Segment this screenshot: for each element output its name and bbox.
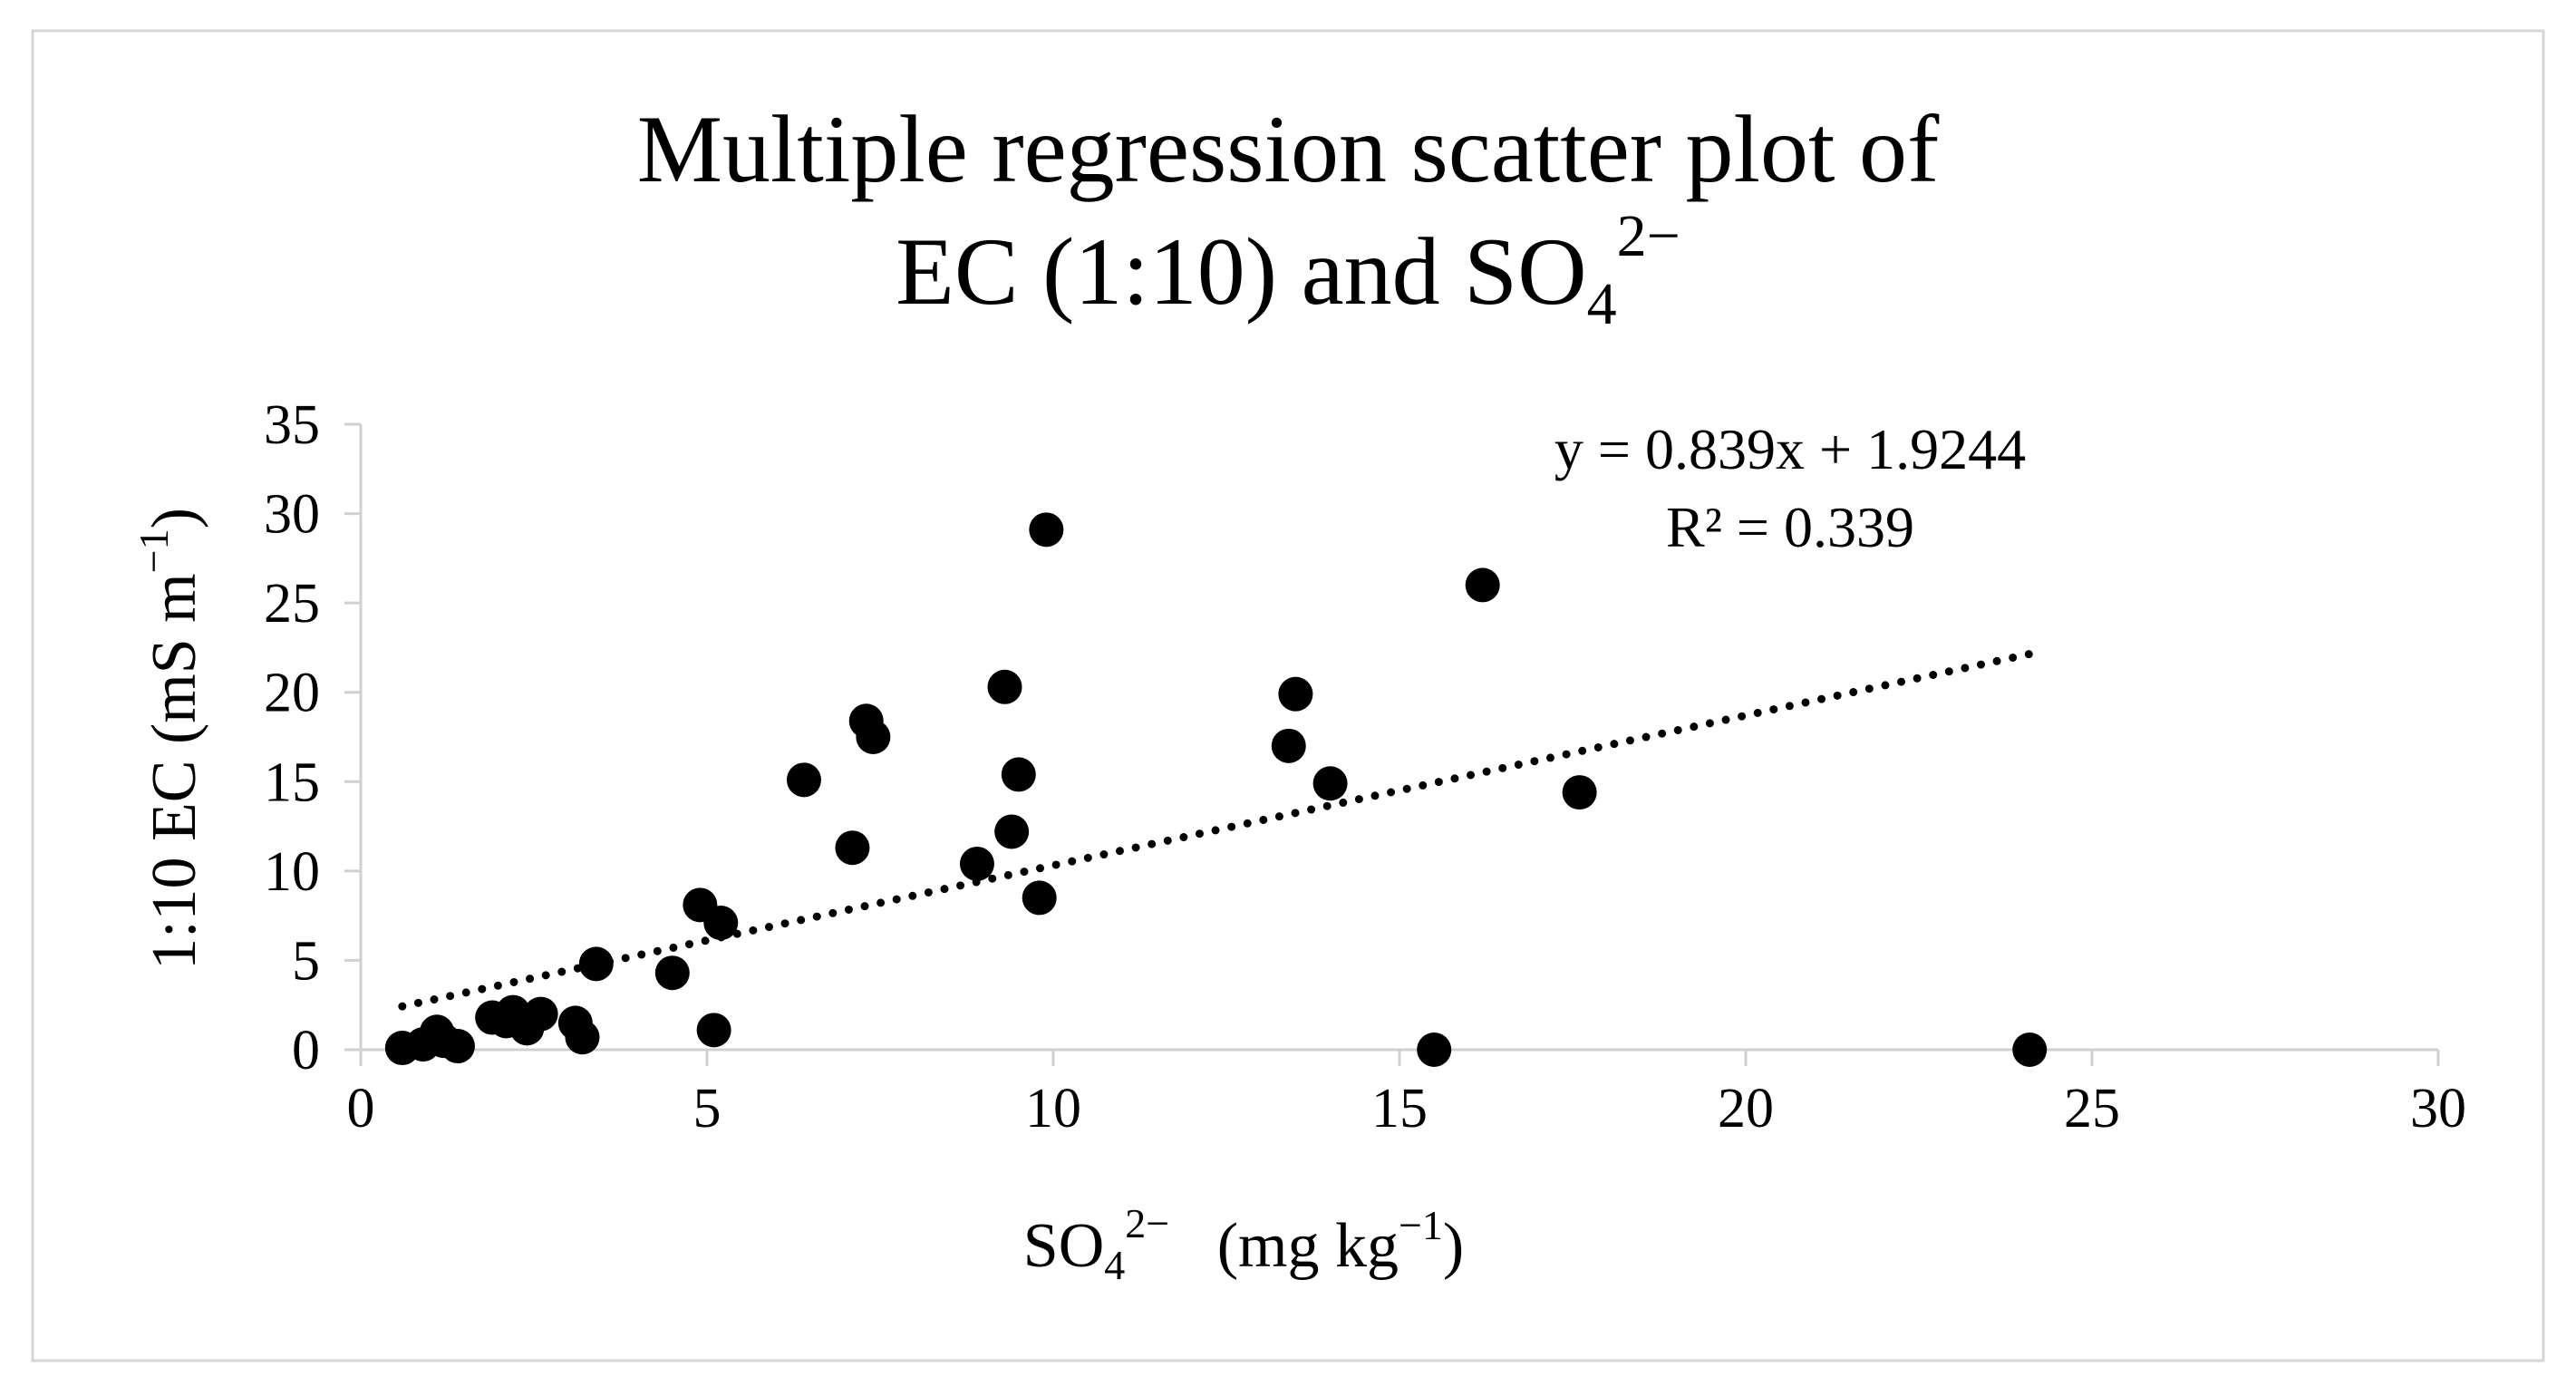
data-point — [835, 830, 870, 866]
x-tick-label: 15 — [1371, 1078, 1428, 1139]
y-tick-label: 25 — [264, 573, 320, 635]
x-tick-label: 20 — [1718, 1078, 1774, 1139]
data-point — [1278, 676, 1313, 712]
data-point — [1022, 880, 1057, 916]
y-tick-label: 10 — [264, 841, 320, 903]
data-point — [578, 946, 614, 982]
x-tick-label: 10 — [1025, 1078, 1081, 1139]
data-point — [1562, 775, 1597, 810]
chart-title-line1: Multiple regression scatter plot of — [637, 96, 1940, 202]
x-tick-label: 30 — [2410, 1078, 2466, 1139]
data-point — [703, 906, 739, 941]
chart-title-line2: EC (1:10) and SO42− — [896, 203, 1680, 337]
x-axis-label: SO42− (mg kg−1) — [1023, 1200, 1464, 1288]
data-point — [440, 1029, 475, 1064]
plot-area: 0 5 10 15 20 25 30 0 5 10 15 20 25 30 35 — [264, 394, 2466, 1139]
x-tick-label: 5 — [693, 1078, 721, 1139]
data-point — [523, 996, 558, 1032]
data-point — [1271, 728, 1306, 763]
trendline-r2: R² = 0.339 — [1666, 495, 1914, 559]
data-point — [696, 1013, 731, 1048]
data-point — [2012, 1032, 2048, 1067]
y-tick-label: 20 — [264, 663, 320, 724]
data-point — [1001, 757, 1036, 792]
y-axis-label: 1:10 EC (mS m−1) — [131, 508, 209, 970]
data-point — [786, 762, 821, 798]
data-point — [987, 669, 1022, 704]
data-point — [565, 1020, 600, 1055]
data-point — [1465, 567, 1500, 603]
trendline-equation: y = 0.839x + 1.9244 — [1554, 417, 2026, 481]
data-point — [1417, 1032, 1452, 1067]
y-tick-label: 5 — [292, 930, 320, 992]
data-point — [654, 955, 690, 991]
data-point — [994, 814, 1030, 849]
y-tick-label: 35 — [264, 394, 320, 456]
trendline — [398, 649, 2034, 1011]
y-tick-label: 30 — [264, 484, 320, 546]
y-tick-label: 15 — [264, 751, 320, 813]
x-tick-label: 25 — [2064, 1078, 2120, 1139]
data-point — [1312, 766, 1348, 801]
x-tick-label: 0 — [347, 1078, 375, 1139]
data-point — [1029, 512, 1064, 548]
y-tick-label: 0 — [292, 1020, 320, 1081]
data-point — [856, 720, 891, 754]
data-point — [959, 846, 994, 881]
